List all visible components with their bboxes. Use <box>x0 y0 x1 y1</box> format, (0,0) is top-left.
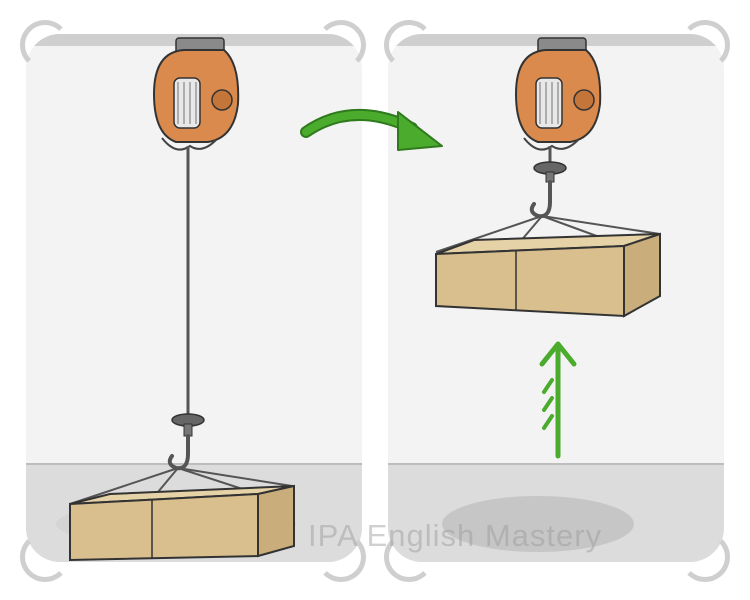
hook-icon <box>167 413 205 471</box>
electric-hoist-icon <box>152 37 240 151</box>
before-scene <box>26 34 362 562</box>
corner-arc <box>20 532 70 582</box>
corner-arc <box>316 532 366 582</box>
electric-hoist-icon <box>514 37 602 151</box>
watermark: IPA English Mastery <box>308 518 603 553</box>
after-scene <box>388 34 724 562</box>
before-panel <box>26 34 362 562</box>
corner-arc <box>680 532 730 582</box>
corner-arc <box>384 532 434 582</box>
corner-arc <box>316 20 366 70</box>
cardboard-box-icon <box>435 232 661 318</box>
up-arrow-icon <box>539 341 577 459</box>
after-panel <box>388 34 724 562</box>
corner-arc <box>20 20 70 70</box>
corner-arc <box>384 20 434 70</box>
hook-icon <box>529 161 567 219</box>
floor-shadow <box>442 496 634 552</box>
corner-arc <box>680 20 730 70</box>
cardboard-box-icon <box>69 484 295 562</box>
